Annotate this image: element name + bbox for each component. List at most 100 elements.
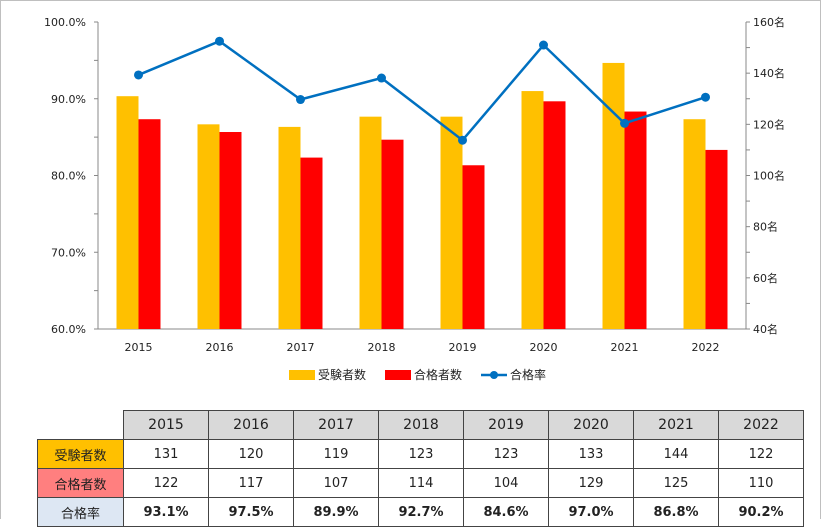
left-tick-label: 60.0%	[51, 323, 86, 336]
table-corner	[38, 411, 124, 440]
table-cell: 93.1%	[123, 497, 209, 527]
table-row-label: 受験者数	[37, 439, 124, 469]
legend-marker	[490, 371, 498, 379]
table-cell: 123	[463, 439, 549, 469]
pass-rate-point-2016	[215, 36, 224, 46]
bar-applicants-2020	[521, 91, 544, 329]
table-year-header: 2022	[718, 410, 804, 440]
table-year-header: 2016	[208, 410, 294, 440]
bar-applicants-2018	[359, 116, 382, 330]
right-tick-label: 60名	[753, 271, 778, 285]
left-tick-label: 70.0%	[51, 246, 86, 259]
table-cell: 133	[548, 439, 634, 469]
bar-applicants-2015	[116, 96, 139, 329]
table-cell: 120	[208, 439, 294, 469]
right-tick-label: 40名	[753, 322, 778, 336]
table-cell: 97.0%	[548, 497, 634, 527]
table-year-header: 2018	[378, 410, 464, 440]
right-axis-ticks: 40名 60名 80名 100名 120名 140名 160名	[746, 15, 785, 336]
table-cell: 122	[718, 439, 804, 469]
x-tick-label: 2019	[449, 341, 477, 354]
table-cell: 114	[378, 468, 464, 498]
pass-rate-point-2018	[377, 73, 386, 83]
table-cell: 144	[633, 439, 719, 469]
bar-passers-2015	[138, 119, 161, 329]
bar-applicants-2016	[197, 124, 220, 329]
left-tick-label: 100.0%	[44, 16, 86, 29]
x-axis-ticks: 2015 2016 2017 2018 2019 2020 2021 2022	[125, 341, 720, 354]
table-year-header: 2017	[293, 410, 379, 440]
bar-applicants-2019	[440, 116, 463, 330]
right-tick-label: 80名	[753, 220, 778, 234]
bar-passers-2021	[624, 111, 647, 330]
table-cell: 107	[293, 468, 379, 498]
table-year-header: 2021	[633, 410, 719, 440]
table-cell: 131	[123, 439, 209, 469]
x-tick-label: 2020	[530, 341, 558, 354]
line-series	[134, 36, 710, 145]
bar-passers-2016	[219, 132, 242, 329]
table-cell: 90.2%	[718, 497, 804, 527]
table-cell: 117	[208, 468, 294, 498]
x-tick-label: 2016	[206, 341, 234, 354]
table-cell: 86.8%	[633, 497, 719, 527]
legend-label: 受験者数	[318, 367, 366, 382]
x-tick-label: 2015	[125, 341, 153, 354]
right-tick-label: 120名	[753, 117, 785, 131]
x-tick-label: 2017	[287, 341, 315, 354]
pass-rate-point-2021	[620, 118, 629, 128]
table-cell: 125	[633, 468, 719, 498]
table-cell: 119	[293, 439, 379, 469]
bar-passers-2018	[381, 139, 404, 329]
table-cell: 97.5%	[208, 497, 294, 527]
bar-series	[116, 62, 728, 330]
bar-passers-2022	[705, 149, 728, 329]
right-tick-label: 140名	[753, 66, 785, 80]
table-row-label: 合格率	[37, 497, 124, 527]
table-row: 受験者数 131 120 119 123 123 133 144 122	[37, 439, 804, 469]
legend-label: 合格者数	[414, 367, 462, 382]
pass-rate-line	[138, 39, 706, 142]
table-cell: 110	[718, 468, 804, 498]
table-year-header: 2019	[463, 410, 549, 440]
combo-chart: 60.0% 70.0% 80.0% 90.0% 100.0% 40名 60名 80名 100名…	[44, 15, 785, 382]
pass-rate-point-2019	[458, 135, 467, 145]
bar-passers-2017	[300, 157, 323, 329]
table-cell: 122	[123, 468, 209, 498]
left-tick-label: 90.0%	[51, 93, 86, 106]
bar-passers-2020	[543, 101, 566, 329]
x-tick-label: 2018	[368, 341, 396, 354]
right-tick-label: 160名	[753, 15, 785, 29]
table-header-row: 2015 2016 2017 2018 2019 2020 2021 2022	[38, 410, 804, 440]
right-tick-label: 100名	[753, 169, 785, 183]
table-cell: 92.7%	[378, 497, 464, 527]
table-row: 合格率 93.1% 97.5% 89.9% 92.7% 84.6% 97.0% 86.8% 90…	[37, 497, 804, 527]
table-row-label: 合格者数	[37, 468, 124, 498]
data-table: 2015 2016 2017 2018 2019 2020 2021 2022 受験者数 131…	[37, 410, 804, 527]
bar-passers-2019	[462, 165, 485, 329]
table-cell: 123	[378, 439, 464, 469]
x-tick-label: 2022	[692, 341, 720, 354]
chart-axes	[97, 22, 747, 330]
pass-rate-point-2017	[296, 95, 305, 105]
pass-rate-point-2020	[539, 40, 548, 50]
bar-applicants-2021	[602, 62, 625, 329]
legend-swatch	[385, 370, 411, 380]
table-cell: 89.9%	[293, 497, 379, 527]
bar-applicants-2022	[683, 119, 706, 329]
table-cell: 129	[548, 468, 634, 498]
table-cell: 104	[463, 468, 549, 498]
table-cell: 84.6%	[463, 497, 549, 527]
legend-label: 合格率	[510, 367, 546, 382]
pass-rate-point-2022	[701, 92, 710, 102]
pass-rate-point-2015	[134, 70, 143, 80]
bar-applicants-2017	[278, 126, 301, 330]
left-tick-label: 80.0%	[51, 170, 86, 183]
x-tick-label: 2021	[611, 341, 639, 354]
legend-swatch	[289, 370, 315, 380]
chart-frame	[0, 0, 821, 519]
table-year-header: 2020	[548, 410, 634, 440]
table-year-header: 2015	[123, 410, 209, 440]
left-axis-ticks: 60.0% 70.0% 80.0% 90.0% 100.0%	[44, 16, 98, 336]
legend: 受験者数 合格者数 合格率	[289, 367, 546, 382]
